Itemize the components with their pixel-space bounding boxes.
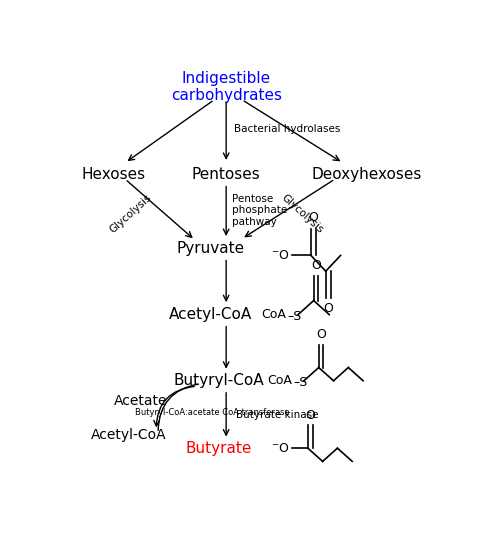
Text: O: O xyxy=(308,212,318,224)
Text: Hexoses: Hexoses xyxy=(81,166,145,182)
Text: Glycolysis: Glycolysis xyxy=(108,193,153,235)
Text: $^{-}$O: $^{-}$O xyxy=(271,441,290,455)
Text: CoA: CoA xyxy=(267,374,292,387)
Text: Acetate: Acetate xyxy=(114,395,167,409)
Text: Butyrate: Butyrate xyxy=(185,441,251,456)
Text: –S: –S xyxy=(287,310,301,323)
Text: Pentoses: Pentoses xyxy=(191,166,260,182)
Text: O: O xyxy=(305,409,315,422)
FancyArrowPatch shape xyxy=(158,384,198,431)
Text: Butyryl-CoA: Butyryl-CoA xyxy=(173,373,263,388)
Text: Deoxyhexoses: Deoxyhexoses xyxy=(311,166,420,182)
Text: Acetyl-CoA: Acetyl-CoA xyxy=(91,427,166,441)
Text: Butyrate kinase: Butyrate kinase xyxy=(235,410,318,420)
Text: Pyruvate: Pyruvate xyxy=(176,241,244,256)
FancyArrowPatch shape xyxy=(153,387,194,426)
Text: CoA: CoA xyxy=(261,308,286,321)
Text: O: O xyxy=(311,259,320,272)
Text: Acetyl-CoA: Acetyl-CoA xyxy=(169,307,252,322)
Text: $^{-}$O: $^{-}$O xyxy=(271,249,290,262)
Text: Pentose
phosphate
pathway: Pentose phosphate pathway xyxy=(231,194,287,227)
Text: Butyryl-CoA:acetate CoA transferase: Butyryl-CoA:acetate CoA transferase xyxy=(134,408,289,417)
Text: O: O xyxy=(316,328,325,341)
Text: Indigestible
carbohydrates: Indigestible carbohydrates xyxy=(170,71,281,104)
Text: Bacterial hydrolases: Bacterial hydrolases xyxy=(233,124,340,134)
Text: –S: –S xyxy=(293,376,307,389)
Text: Glycolysis: Glycolysis xyxy=(279,193,324,235)
Text: O: O xyxy=(323,302,332,315)
